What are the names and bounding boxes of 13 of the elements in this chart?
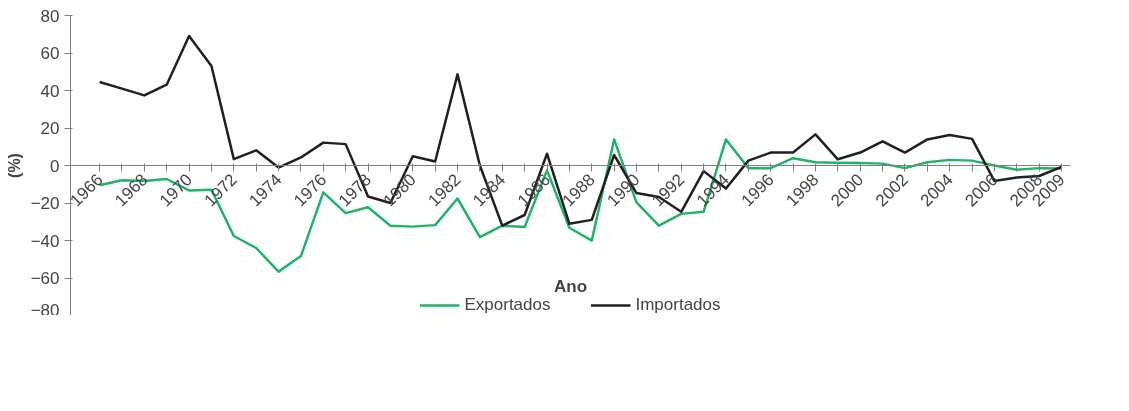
y-tick-label: −20: [30, 194, 60, 213]
y-tick-label: 0: [50, 156, 60, 176]
y-tick-label: 40: [40, 81, 60, 101]
legend-label: Importados: [635, 295, 721, 315]
y-tick-label: 20: [40, 119, 60, 138]
legend-label: Exportados: [464, 295, 551, 315]
y-tick-label: 80: [40, 6, 60, 26]
y-tick-label: 60: [40, 44, 60, 63]
y-axis-title: (%): [5, 153, 23, 178]
x-axis-title: Ano: [553, 276, 588, 296]
y-tick-label: −60: [30, 269, 60, 288]
y-tick-label: −80: [30, 300, 60, 320]
y-tick-label: −40: [30, 231, 60, 251]
